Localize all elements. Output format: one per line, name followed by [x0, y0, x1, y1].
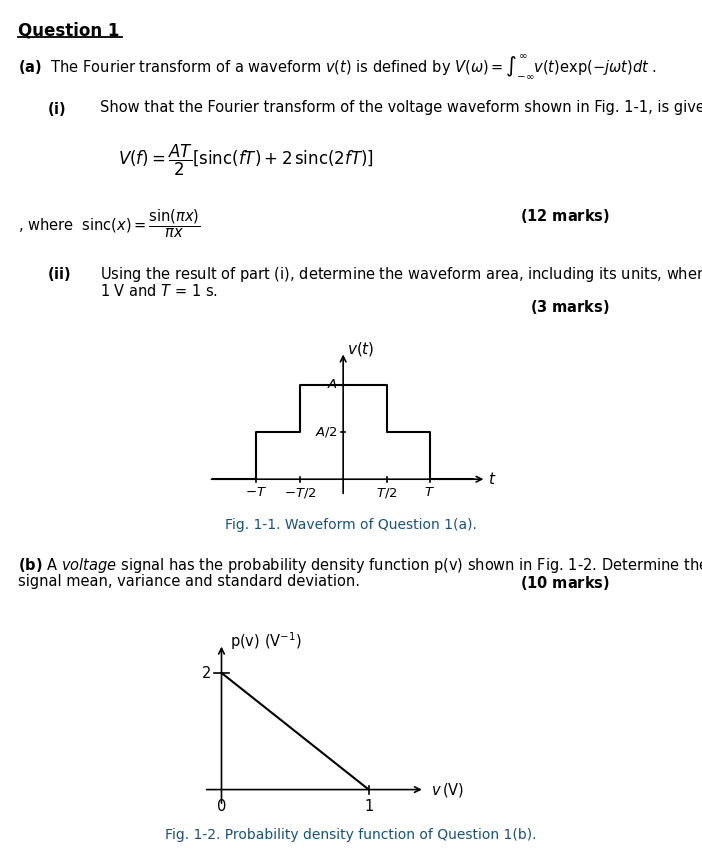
Text: 1 V and $T$ = 1 s.: 1 V and $T$ = 1 s.: [100, 283, 218, 299]
Text: $T/2$: $T/2$: [376, 486, 397, 499]
Text: $\mathbf{(3\ marks)}$: $\mathbf{(3\ marks)}$: [530, 298, 610, 316]
Text: Question 1: Question 1: [18, 22, 119, 40]
Text: $A$: $A$: [327, 378, 338, 391]
Text: $v\,\mathrm{(V)}$: $v\,\mathrm{(V)}$: [430, 780, 464, 799]
Text: Show that the Fourier transform of the voltage waveform shown in Fig. 1-1, is gi: Show that the Fourier transform of the v…: [100, 100, 702, 115]
Text: $2$: $2$: [201, 665, 211, 681]
Text: $\mathrm{p(v)\ (V^{-1})}$: $\mathrm{p(v)\ (V^{-1})}$: [230, 630, 303, 652]
Text: $\mathbf{(a)}$  The Fourier transform of a waveform $v(t)$ is defined by $V(\ome: $\mathbf{(a)}$ The Fourier transform of …: [18, 53, 657, 81]
Text: Using the result of part (i), determine the waveform area, including its units, : Using the result of part (i), determine …: [100, 265, 702, 284]
Text: Fig. 1-1. Waveform of Question 1(a).: Fig. 1-1. Waveform of Question 1(a).: [225, 518, 477, 532]
Text: $t$: $t$: [489, 471, 497, 487]
Text: , where  $\mathrm{sinc}(x)=\dfrac{\sin(\pi x)}{\pi x}$: , where $\mathrm{sinc}(x)=\dfrac{\sin(\p…: [18, 207, 201, 239]
Text: $T$: $T$: [425, 486, 435, 499]
Text: $-T/2$: $-T/2$: [284, 486, 316, 499]
Text: $A/2$: $A/2$: [315, 425, 338, 439]
Text: $1$: $1$: [364, 799, 373, 814]
Text: $\mathbf{(i)}$: $\mathbf{(i)}$: [47, 100, 66, 118]
Text: $V(f)=\dfrac{AT}{2}\left[\mathrm{sinc}(fT)+2\,\mathrm{sinc}(2fT)\right]$: $V(f)=\dfrac{AT}{2}\left[\mathrm{sinc}(f…: [118, 143, 374, 179]
Text: $\mathbf{(12\ marks)}$: $\mathbf{(12\ marks)}$: [520, 207, 610, 225]
Text: $v(t)$: $v(t)$: [347, 340, 374, 358]
Text: $-T$: $-T$: [246, 486, 267, 499]
Text: $0$: $0$: [216, 799, 227, 814]
Text: $\mathbf{(ii)}$: $\mathbf{(ii)}$: [47, 265, 71, 283]
Text: $\mathbf{(b)}$ A $\mathit{voltage}$ signal has the probability density function : $\mathbf{(b)}$ A $\mathit{voltage}$ sign…: [18, 556, 702, 575]
Text: $\mathbf{(10\ marks)}$: $\mathbf{(10\ marks)}$: [520, 574, 610, 592]
Text: signal mean, variance and standard deviation.: signal mean, variance and standard devia…: [18, 574, 360, 589]
Text: Fig. 1-2. Probability density function of Question 1(b).: Fig. 1-2. Probability density function o…: [165, 828, 537, 842]
